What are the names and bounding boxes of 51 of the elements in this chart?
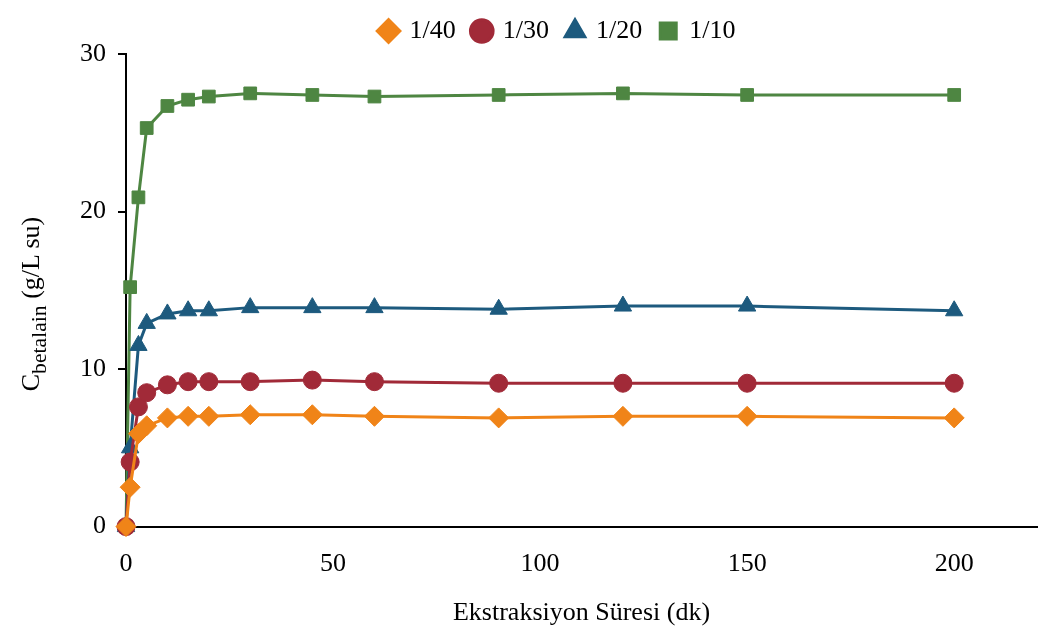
x-tick-label: 50 [320, 548, 347, 578]
point [737, 373, 757, 393]
point [157, 375, 177, 395]
point [198, 405, 220, 427]
point [944, 373, 964, 393]
point [156, 407, 178, 429]
point [616, 86, 630, 101]
point [160, 99, 175, 113]
legend-label: 1/10 [689, 14, 736, 44]
x-axis-title: Ekstraksiyon Süresi (dk) [452, 597, 711, 627]
x-tick-label: 0 [119, 548, 133, 578]
point [181, 92, 195, 107]
point [488, 407, 510, 429]
legend-label: 1/40 [409, 14, 456, 44]
point [613, 373, 633, 393]
point [305, 88, 320, 102]
point [239, 404, 261, 426]
y-tick-label: 0 [93, 510, 106, 540]
point [243, 86, 258, 101]
point [136, 415, 158, 437]
legend-label: 1/20 [596, 14, 643, 44]
y-tick-label: 20 [80, 195, 106, 225]
point [139, 121, 154, 135]
point [240, 372, 260, 392]
x-tick-label: 150 [727, 548, 767, 578]
point [137, 383, 157, 403]
point [123, 280, 138, 295]
point [363, 405, 385, 427]
point [201, 89, 216, 104]
y-tick-label: 10 [80, 352, 106, 382]
point [178, 372, 198, 392]
point [489, 373, 509, 393]
point [199, 372, 219, 392]
point [491, 88, 506, 102]
x-tick-label: 200 [934, 548, 974, 578]
point [301, 404, 323, 426]
point [736, 405, 758, 427]
point [943, 407, 965, 429]
point [177, 405, 199, 427]
point [131, 190, 146, 205]
point [612, 405, 634, 427]
x-tick-label: 100 [520, 548, 560, 578]
point [367, 89, 382, 104]
point [740, 88, 754, 102]
point [947, 88, 962, 102]
point [119, 476, 141, 498]
y-tick-label: 30 [80, 37, 106, 67]
legend-label: 1/30 [502, 14, 550, 44]
point [302, 370, 322, 390]
point [128, 397, 148, 417]
point [364, 372, 384, 392]
